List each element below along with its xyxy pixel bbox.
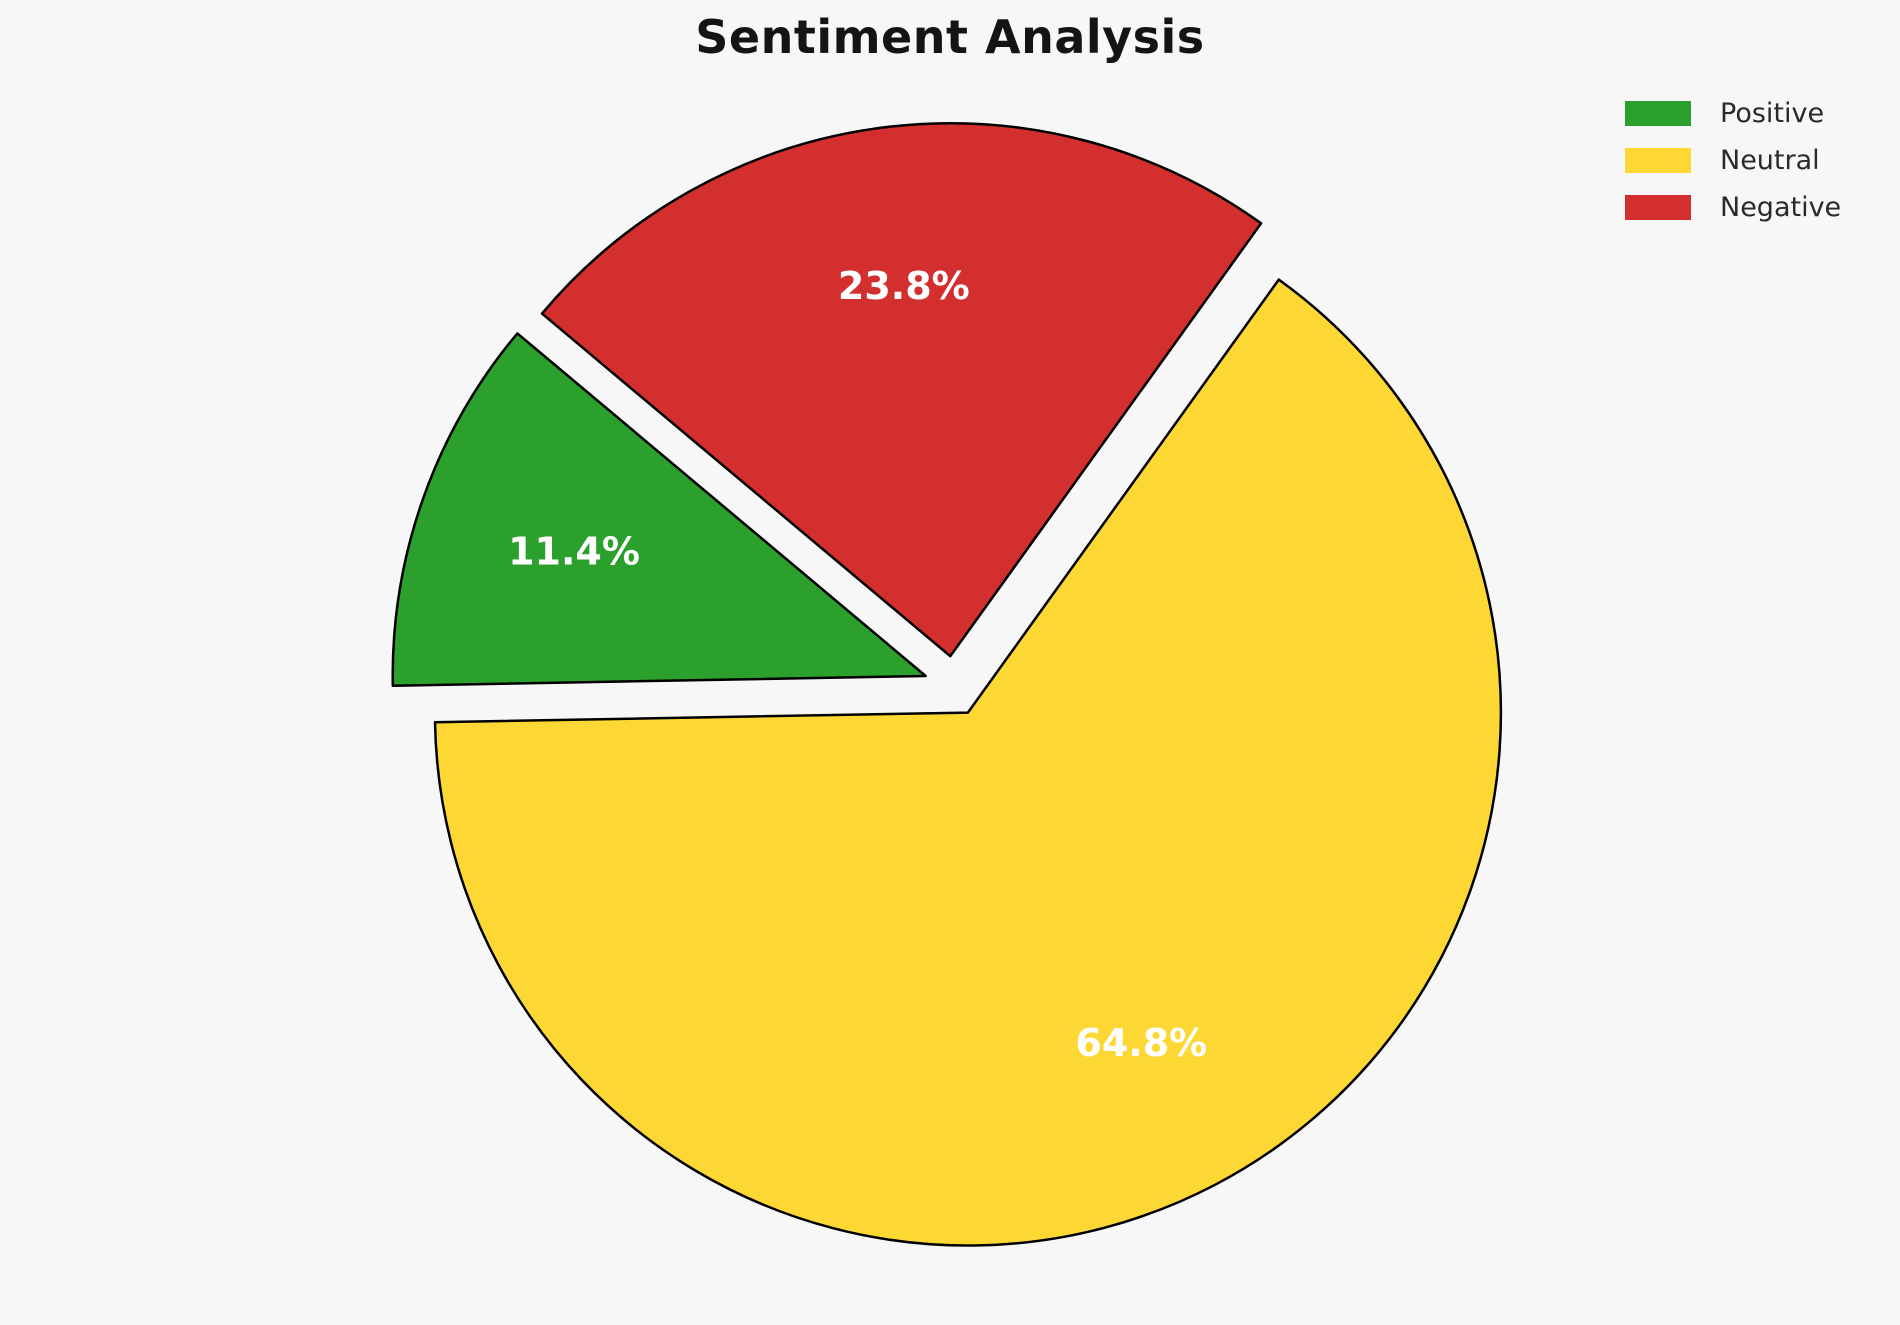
pie-slice-percentage-label: 64.8% xyxy=(1075,1021,1207,1065)
pie-slice-percentage-label: 11.4% xyxy=(508,530,640,574)
legend-swatch-negative xyxy=(1625,195,1691,220)
pie-slice-percentage-label: 23.8% xyxy=(838,264,970,308)
legend-label: Neutral xyxy=(1720,145,1820,176)
legend-item-positive: Positive xyxy=(1625,98,1841,129)
legend-swatch-neutral xyxy=(1625,148,1691,173)
pie-slice-positive xyxy=(391,332,927,687)
legend-item-neutral: Neutral xyxy=(1625,145,1841,176)
legend-item-negative: Negative xyxy=(1625,192,1842,223)
legend-swatch-positive xyxy=(1625,101,1691,126)
pie-slice-negative xyxy=(540,122,1263,658)
chart-title: Sentiment Analysis xyxy=(695,10,1205,64)
legend: Positive Neutral Negative xyxy=(1625,98,1842,242)
legend-label: Negative xyxy=(1720,192,1842,223)
pie-slice-neutral xyxy=(433,278,1503,1247)
legend-label: Positive xyxy=(1720,98,1825,129)
